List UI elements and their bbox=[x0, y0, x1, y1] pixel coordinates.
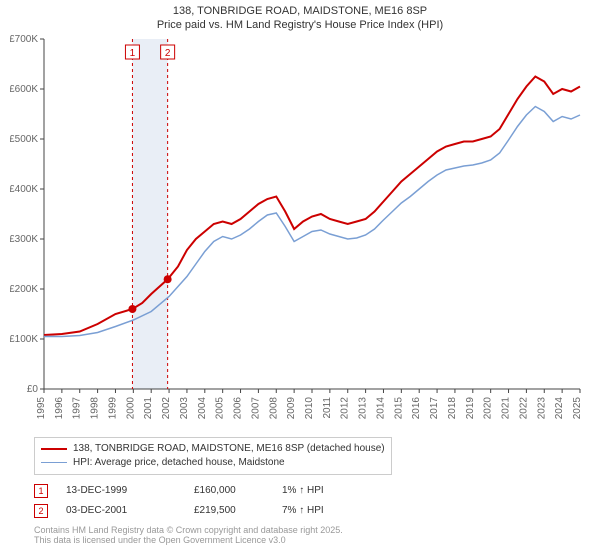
series-price_paid bbox=[44, 76, 580, 335]
legend-swatch bbox=[41, 462, 67, 463]
annotation-row: 2 03-DEC-2001 £219,500 7% ↑ HPI bbox=[34, 501, 600, 521]
x-tick-label: 2011 bbox=[322, 396, 333, 418]
x-tick-label: 2025 bbox=[572, 396, 583, 419]
x-tick-label: 2022 bbox=[518, 396, 529, 419]
y-tick-label: £300K bbox=[10, 234, 38, 245]
annotation-pct: 1% ↑ HPI bbox=[282, 485, 362, 496]
x-tick-label: 2014 bbox=[375, 396, 386, 419]
title-line1: 138, TONBRIDGE ROAD, MAIDSTONE, ME16 8SP bbox=[0, 4, 600, 18]
annotation-table: 1 13-DEC-1999 £160,000 1% ↑ HPI 2 03-DEC-2001… bbox=[34, 481, 600, 521]
line-chart: £0 £100K £200K £300K £400K £500K £600K £700K 199… bbox=[10, 33, 590, 433]
x-tick-label: 2010 bbox=[304, 396, 315, 419]
annotation-marker: 2 bbox=[34, 504, 48, 518]
footnote-line2: This data is licensed under the Open Gov… bbox=[34, 535, 600, 546]
x-tick-label: 2021 bbox=[501, 396, 512, 419]
y-tick-label: £600K bbox=[10, 84, 38, 95]
vmarker-label: 1 bbox=[130, 48, 136, 59]
x-tick-label: 1998 bbox=[90, 396, 101, 419]
chart-title: 138, TONBRIDGE ROAD, MAIDSTONE, ME16 8SP… bbox=[0, 0, 600, 33]
y-tick-label: £0 bbox=[27, 384, 39, 395]
x-tick-label: 2012 bbox=[340, 396, 351, 419]
x-tick-label: 2024 bbox=[554, 396, 565, 419]
x-tick-label: 2007 bbox=[250, 396, 261, 419]
y-tick-label: £200K bbox=[10, 284, 38, 295]
series-marker bbox=[128, 305, 136, 313]
x-tick-label: 2023 bbox=[536, 396, 547, 419]
vmarker-label: 2 bbox=[165, 48, 171, 59]
x-tick-label: 2018 bbox=[447, 396, 458, 419]
legend-label: HPI: Average price, detached house, Maid… bbox=[73, 457, 285, 468]
x-tick-label: 2015 bbox=[393, 396, 404, 419]
x-tick-label: 1997 bbox=[72, 396, 83, 419]
x-tick-label: 2005 bbox=[215, 396, 226, 419]
x-tick-label: 2020 bbox=[483, 396, 494, 419]
x-tick-label: 2004 bbox=[197, 396, 208, 419]
y-tick-label: £700K bbox=[10, 34, 38, 45]
legend-label: 138, TONBRIDGE ROAD, MAIDSTONE, ME16 8SP… bbox=[73, 443, 385, 454]
y-tick-label: £400K bbox=[10, 184, 38, 195]
annotation-date: 13-DEC-1999 bbox=[66, 485, 176, 496]
x-tick-label: 2001 bbox=[143, 396, 154, 419]
annotation-price: £160,000 bbox=[194, 485, 264, 496]
legend: 138, TONBRIDGE ROAD, MAIDSTONE, ME16 8SP… bbox=[34, 437, 392, 475]
annotation-marker: 1 bbox=[34, 484, 48, 498]
chart-container: £0 £100K £200K £300K £400K £500K £600K £700K 199… bbox=[10, 33, 590, 433]
x-tick-label: 2003 bbox=[179, 396, 190, 419]
x-tick-label: 2019 bbox=[465, 396, 476, 419]
title-line2: Price paid vs. HM Land Registry's House … bbox=[0, 18, 600, 32]
legend-row: 138, TONBRIDGE ROAD, MAIDSTONE, ME16 8SP… bbox=[41, 442, 385, 456]
y-tick-label: £500K bbox=[10, 134, 38, 145]
x-tick-label: 1999 bbox=[107, 396, 118, 419]
x-tick-label: 2002 bbox=[161, 396, 172, 419]
footnote: Contains HM Land Registry data © Crown c… bbox=[34, 525, 600, 547]
x-tick-label: 1996 bbox=[54, 396, 65, 419]
legend-swatch bbox=[41, 448, 67, 450]
series-marker bbox=[164, 275, 172, 283]
x-tick-label: 2017 bbox=[429, 396, 440, 419]
annotation-price: £219,500 bbox=[194, 505, 264, 516]
annotation-row: 1 13-DEC-1999 £160,000 1% ↑ HPI bbox=[34, 481, 600, 501]
legend-row: HPI: Average price, detached house, Maid… bbox=[41, 456, 385, 470]
x-tick-label: 2009 bbox=[286, 396, 297, 419]
x-tick-label: 2000 bbox=[125, 396, 136, 419]
shaded-band bbox=[132, 39, 167, 389]
x-tick-label: 2008 bbox=[268, 396, 279, 419]
series-hpi bbox=[44, 106, 580, 336]
annotation-pct: 7% ↑ HPI bbox=[282, 505, 362, 516]
footnote-line1: Contains HM Land Registry data © Crown c… bbox=[34, 525, 600, 536]
x-tick-label: 2016 bbox=[411, 396, 422, 419]
annotation-date: 03-DEC-2001 bbox=[66, 505, 176, 516]
x-tick-label: 2006 bbox=[233, 396, 244, 419]
x-tick-label: 2013 bbox=[358, 396, 369, 419]
y-tick-label: £100K bbox=[10, 334, 38, 345]
x-tick-label: 1995 bbox=[36, 396, 47, 419]
